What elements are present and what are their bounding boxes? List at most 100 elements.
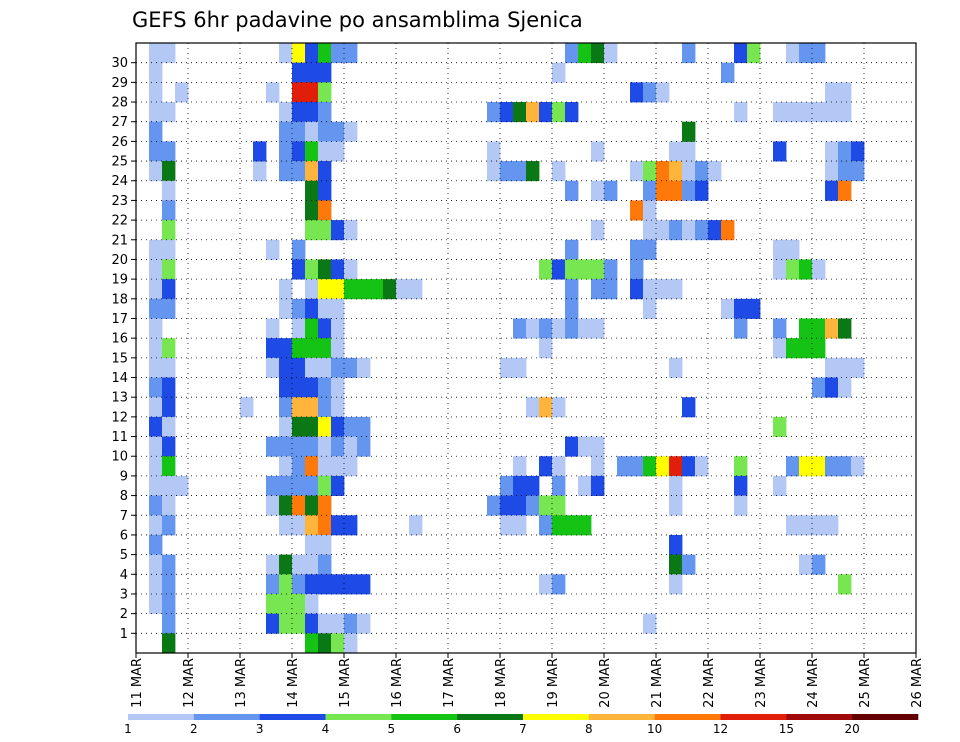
heatmap-cell (682, 180, 696, 201)
heatmap-cell (734, 495, 748, 516)
heatmap-cell (344, 416, 358, 437)
heatmap-cell (331, 633, 345, 654)
colorbar-segment (259, 714, 326, 720)
heatmap-cell (149, 62, 163, 83)
y-tick-label: 5 (120, 548, 128, 563)
heatmap-cell (344, 633, 358, 654)
heatmap-cell (305, 43, 319, 64)
heatmap-cell (487, 141, 501, 162)
heatmap-cell (292, 161, 306, 182)
heatmap-cell (331, 416, 345, 437)
heatmap-cell (292, 338, 306, 359)
colorbar-label: 2 (190, 722, 198, 736)
heatmap-cell (305, 62, 319, 83)
heatmap-cell (266, 475, 280, 496)
heatmap-cell (591, 43, 605, 64)
heatmap-cell (591, 456, 605, 477)
heatmap-cell (656, 279, 670, 300)
heatmap-cell (331, 574, 345, 595)
heatmap-cell (799, 259, 813, 280)
heatmap-cell (565, 102, 579, 123)
heatmap-cell (305, 82, 319, 103)
y-tick-label: 1 (120, 627, 128, 642)
heatmap-cell (825, 456, 839, 477)
heatmap-cell (565, 259, 579, 280)
heatmap-cell (162, 633, 176, 654)
heatmap-cell (266, 495, 280, 516)
heatmap-cell (344, 357, 358, 378)
heatmap-cell (604, 43, 618, 64)
heatmap-cell (149, 161, 163, 182)
heatmap-cell (331, 397, 345, 418)
heatmap-cell (838, 141, 852, 162)
heatmap-cell (799, 43, 813, 64)
y-tick-label: 25 (111, 155, 128, 170)
heatmap-cell (279, 397, 293, 418)
x-tick-label: 19 MAR (546, 658, 561, 708)
heatmap-cell (318, 180, 332, 201)
heatmap-cell (487, 102, 501, 123)
heatmap-cell (578, 318, 592, 339)
x-axis-ticks: 11 MAR 12 MAR 13 MAR 14 MAR 15 MAR 16 MAR 17 M… (130, 653, 925, 708)
heatmap-cell (669, 456, 683, 477)
heatmap-cell (812, 515, 826, 536)
heatmap-cell (292, 613, 306, 634)
heatmap-cell (578, 475, 592, 496)
y-tick-label: 19 (111, 273, 128, 288)
heatmap-cell (591, 259, 605, 280)
heatmap-cell (331, 298, 345, 319)
heatmap-cell (318, 613, 332, 634)
heatmap-cell (812, 377, 826, 398)
heatmap-cells (149, 43, 865, 654)
plot-frame (135, 42, 917, 654)
heatmap-cell (682, 141, 696, 162)
heatmap-cell (708, 220, 722, 241)
y-tick-label: 4 (120, 568, 128, 583)
heatmap-cell (305, 574, 319, 595)
x-tick-label: 15 MAR (338, 658, 353, 708)
heatmap-cell (357, 436, 371, 457)
heatmap-cell (318, 141, 332, 162)
heatmap-cell (318, 456, 332, 477)
heatmap-cell (682, 554, 696, 575)
heatmap-cell (318, 259, 332, 280)
heatmap-cell (630, 161, 644, 182)
heatmap-cell (812, 259, 826, 280)
heatmap-cell (526, 102, 540, 123)
heatmap-cell (305, 377, 319, 398)
heatmap-cell (318, 338, 332, 359)
heatmap-cell (669, 495, 683, 516)
heatmap-cell (292, 456, 306, 477)
heatmap-cell (279, 554, 293, 575)
heatmap-cell (162, 161, 176, 182)
heatmap-cell (149, 102, 163, 123)
heatmap-cell (513, 318, 527, 339)
heatmap-cell (591, 220, 605, 241)
heatmap-cell (266, 436, 280, 457)
heatmap-cell (630, 259, 644, 280)
heatmap-cell (266, 318, 280, 339)
heatmap-cell (292, 43, 306, 64)
heatmap-cell (331, 141, 345, 162)
heatmap-cell (669, 554, 683, 575)
heatmap-cell (305, 220, 319, 241)
heatmap-cell (838, 180, 852, 201)
heatmap-cell (318, 43, 332, 64)
heatmap-cell (695, 161, 709, 182)
heatmap-cell (292, 82, 306, 103)
heatmap-cell (279, 515, 293, 536)
heatmap-cell (318, 495, 332, 516)
heatmap-cell (539, 495, 553, 516)
heatmap-cell (604, 259, 618, 280)
heatmap-cell (812, 102, 826, 123)
heatmap-cell (526, 318, 540, 339)
heatmap-cell (331, 259, 345, 280)
heatmap-cell (318, 121, 332, 142)
heatmap-cell (669, 357, 683, 378)
heatmap-cell (370, 279, 384, 300)
heatmap-cell (266, 613, 280, 634)
heatmap-cell (318, 62, 332, 83)
heatmap-cell (162, 200, 176, 221)
heatmap-cell (149, 515, 163, 536)
